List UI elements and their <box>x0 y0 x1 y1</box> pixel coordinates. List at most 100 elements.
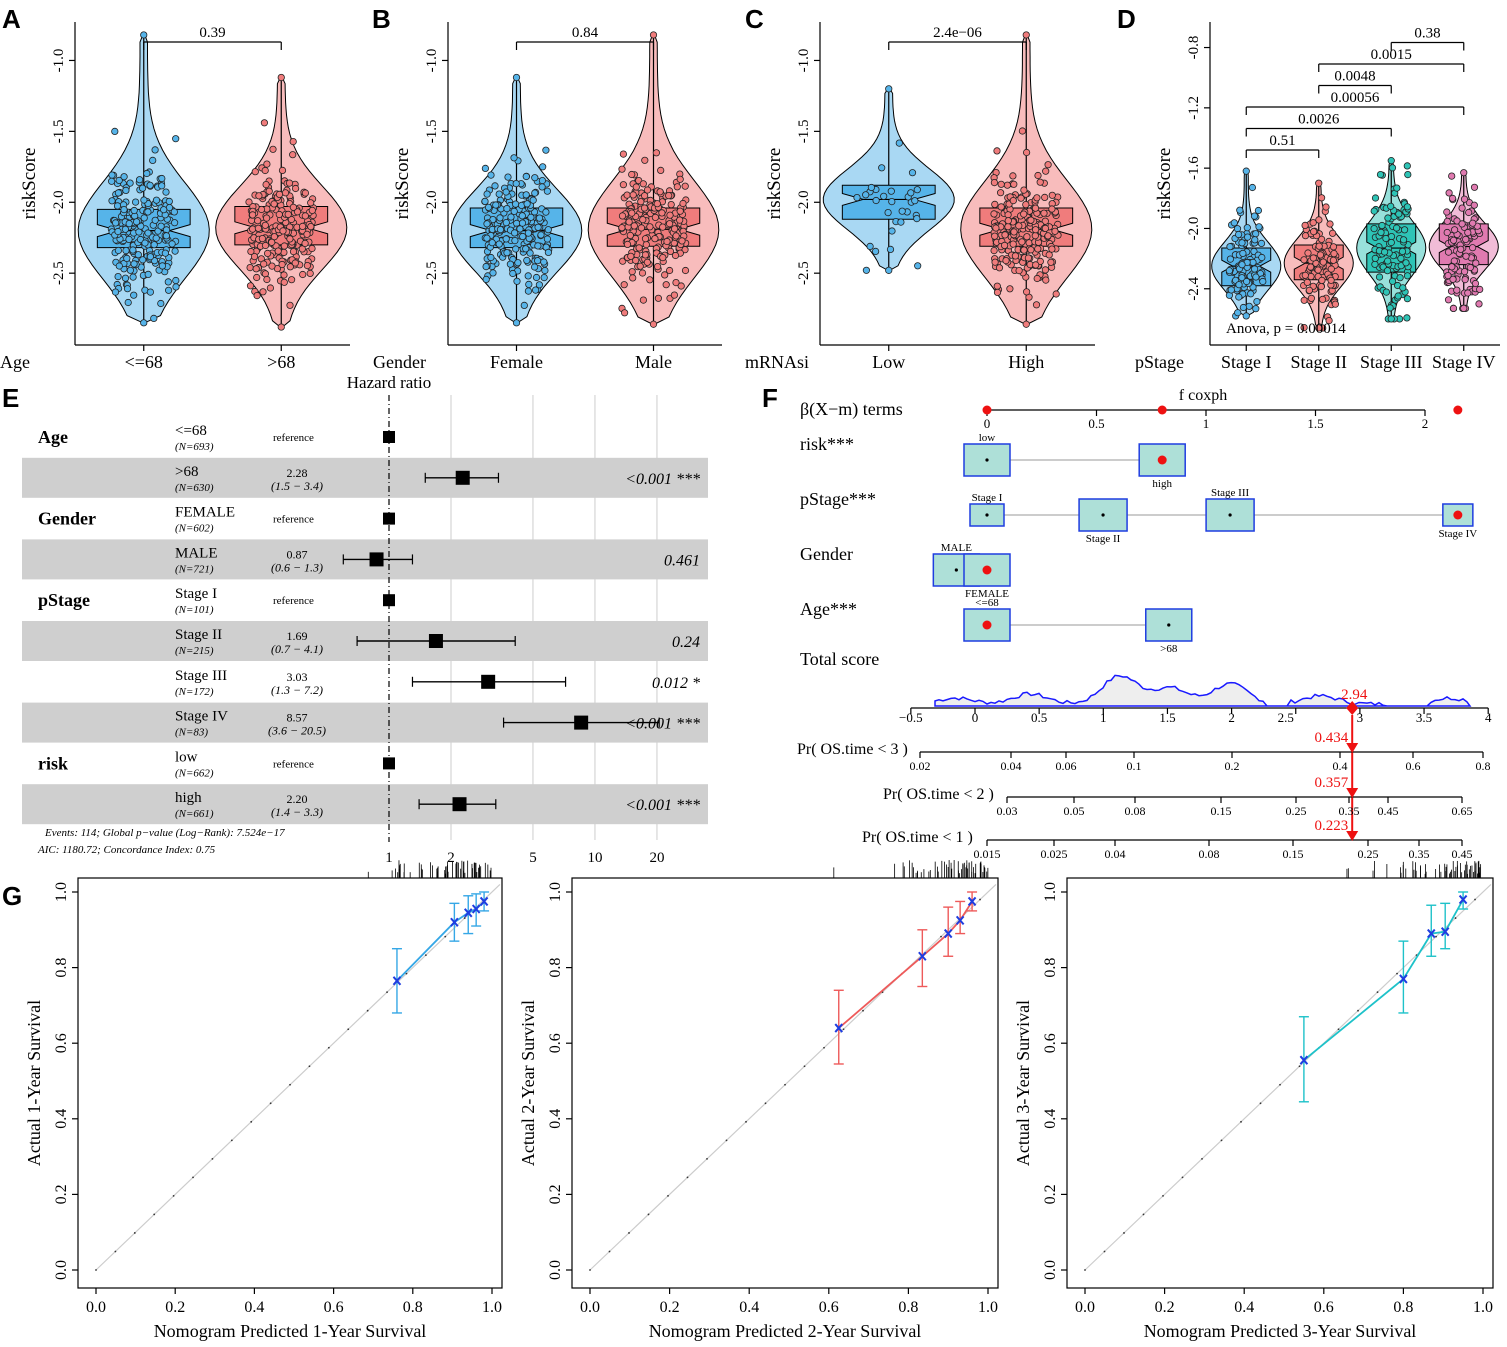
data-point <box>502 235 510 243</box>
data-point <box>990 247 998 255</box>
data-point <box>652 149 661 157</box>
data-point <box>511 200 520 208</box>
prob-tick-label: 0.04 <box>1001 759 1022 773</box>
data-point <box>289 203 297 211</box>
data-point <box>537 231 545 239</box>
data-point <box>1460 195 1469 203</box>
ideal-dot <box>192 1176 194 1179</box>
y-axis-title: Actual 1-Year Survival <box>24 1000 44 1166</box>
ci-text: (0.6 − 1.3) <box>271 560 323 574</box>
panel-letter-A: A <box>2 4 21 34</box>
comparison-p: 0.51 <box>1269 133 1295 149</box>
data-point <box>523 256 531 264</box>
data-point <box>1375 273 1384 281</box>
level-label: high <box>175 790 202 806</box>
prob-tick-label: 0.25 <box>1286 804 1307 818</box>
p-value: <0.001 *** <box>625 716 700 733</box>
data-point <box>1018 127 1027 135</box>
data-point <box>524 287 533 295</box>
data-point <box>646 223 654 231</box>
ideal-dot <box>1396 972 1398 975</box>
x-tick-label: 0.0 <box>86 1299 106 1316</box>
data-point <box>108 177 116 185</box>
forest-footer: AIC: 1180.72; Concordance Index: 0.75 <box>37 844 216 856</box>
data-point <box>287 215 295 224</box>
data-point <box>291 259 299 267</box>
data-point <box>1371 194 1380 202</box>
y-tick-label: 0.8 <box>53 958 70 978</box>
data-point <box>1020 186 1028 194</box>
forest-xtick-label: 10 <box>587 850 602 866</box>
data-point <box>1041 266 1050 274</box>
total-tick-label: 2.5 <box>1278 710 1294 725</box>
level-name: >68 <box>1160 643 1178 655</box>
data-point <box>133 218 141 226</box>
data-point <box>139 184 147 192</box>
y-tick-label: -0.8 <box>1186 36 1202 60</box>
data-point <box>997 180 1005 188</box>
y-axis-title: Actual 2-Year Survival <box>518 1000 538 1166</box>
plot-frame <box>571 877 999 1289</box>
y-tick-label: -2.0 <box>1186 217 1202 241</box>
data-point <box>1022 31 1030 39</box>
data-point <box>898 207 906 215</box>
hr-text: 1.69 <box>287 629 308 643</box>
prob-tick-label: 0.08 <box>1199 847 1220 861</box>
point-mark <box>1440 927 1450 937</box>
ideal-dot <box>706 1157 708 1160</box>
data-point <box>1469 244 1477 252</box>
level-name: Stage II <box>1086 533 1121 545</box>
comparison-p: 0.38 <box>1414 26 1440 42</box>
x-tick-label: 0.6 <box>1314 1299 1334 1316</box>
data-point <box>1388 164 1397 172</box>
data-point <box>620 309 629 317</box>
data-point <box>1041 224 1050 232</box>
data-point <box>247 247 255 256</box>
data-point <box>639 216 647 224</box>
points-Stage IV <box>1443 169 1484 312</box>
data-point <box>108 197 116 205</box>
group-label: pStage <box>1135 352 1184 372</box>
data-point <box>1234 309 1242 317</box>
data-point <box>1300 296 1308 304</box>
data-point <box>286 301 294 309</box>
data-point <box>121 225 130 233</box>
data-point <box>275 210 283 219</box>
data-point <box>640 204 649 212</box>
data-point <box>1399 284 1407 292</box>
data-point <box>266 284 274 292</box>
y-tick-label: -1.0 <box>424 49 440 73</box>
prob-tick-label: 0.04 <box>1105 847 1126 861</box>
data-point <box>506 260 514 268</box>
level-n: (N=172) <box>175 686 214 698</box>
data-point <box>1235 281 1243 289</box>
calibration-curve <box>838 901 973 1029</box>
ideal-dot <box>823 1046 825 1049</box>
data-point <box>1252 230 1260 238</box>
data-point <box>630 222 638 230</box>
data-point <box>511 237 519 245</box>
data-point <box>1370 207 1378 215</box>
data-point <box>522 172 530 181</box>
data-point <box>1476 285 1484 293</box>
data-point <box>1018 238 1026 246</box>
ideal-dot <box>940 935 942 938</box>
data-point <box>1329 256 1338 264</box>
level-label: <=68 <box>175 423 207 439</box>
data-point <box>140 196 148 204</box>
data-point <box>293 208 302 216</box>
data-point <box>659 223 667 231</box>
data-point <box>503 249 511 257</box>
data-point <box>1471 279 1480 288</box>
data-point <box>672 278 680 287</box>
data-point <box>249 211 257 219</box>
data-point <box>262 181 270 189</box>
data-point <box>1300 256 1308 264</box>
y-tick-label: 1.0 <box>53 882 70 902</box>
data-point <box>1301 221 1309 229</box>
data-point <box>886 245 895 253</box>
prob-tick-label: 0.45 <box>1378 804 1399 818</box>
reference-label: reference <box>273 432 314 444</box>
level-n: (N=662) <box>175 767 214 779</box>
data-point <box>120 173 128 181</box>
